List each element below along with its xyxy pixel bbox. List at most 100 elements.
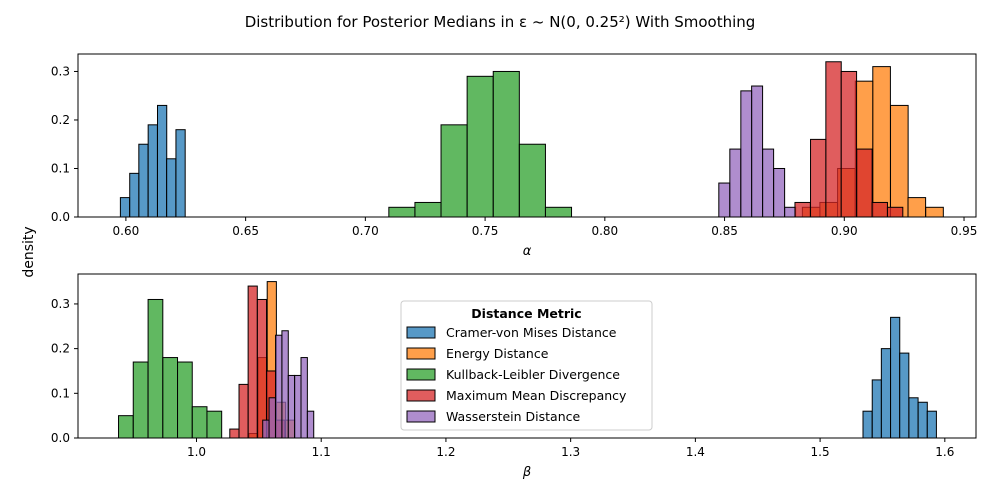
beta-bar-1-6 bbox=[917, 401, 928, 439]
beta-bar-3-1 bbox=[238, 383, 249, 439]
beta-bar-4-4 bbox=[287, 374, 296, 439]
beta-x-tick-label-6: 1.6 bbox=[935, 445, 954, 459]
legend-swatch-1 bbox=[406, 347, 436, 360]
beta-bar-0-3 bbox=[162, 357, 179, 439]
series-kullback-leibler-divergence bbox=[388, 70, 573, 218]
alpha-bar-2-5 bbox=[773, 167, 786, 218]
alpha-bar-0-4 bbox=[492, 70, 520, 218]
alpha-x-tick-label-4: 0.80 bbox=[591, 224, 618, 238]
alpha-bar-4-5 bbox=[871, 201, 888, 218]
shared-y-axis-label: density bbox=[21, 226, 37, 277]
alpha-x-axis-label: α bbox=[523, 244, 532, 259]
alpha-y-tick-label-2: 0.2 bbox=[51, 113, 70, 127]
alpha-x-tick-label-5: 0.85 bbox=[711, 224, 738, 238]
legend-entry-4: Wasserstein Distance bbox=[446, 409, 581, 424]
alpha-bar-1-0 bbox=[119, 197, 131, 218]
legend-entry-3: Maximum Mean Discrepancy bbox=[446, 388, 627, 403]
alpha-bar-2-1 bbox=[729, 148, 742, 218]
alpha-bar-0-6 bbox=[544, 206, 573, 218]
alpha-histogram-panel: 0.60 0.65 0.70 0.75 0.80 0.85 0.90 0.95 0.0 0.1 0.… bbox=[51, 53, 978, 259]
alpha-bar-1-3 bbox=[147, 124, 158, 218]
legend-swatch-3 bbox=[406, 389, 436, 402]
alpha-bar-2-2 bbox=[740, 90, 753, 218]
beta-y-tick-label-2: 0.2 bbox=[51, 342, 70, 356]
alpha-bar-1-5 bbox=[166, 158, 177, 218]
alpha-bar-0-1 bbox=[414, 201, 442, 218]
beta-bar-1-2 bbox=[880, 348, 892, 439]
alpha-bar-4-6 bbox=[886, 206, 904, 218]
alpha-y-tick-label-3: 0.3 bbox=[51, 64, 70, 78]
alpha-bar-1-4 bbox=[157, 104, 168, 218]
alpha-bar-2-4 bbox=[762, 148, 775, 218]
alpha-x-tick-label-7: 0.95 bbox=[951, 224, 978, 238]
series-kullback-leibler-divergence bbox=[118, 298, 223, 439]
alpha-bar-3-4 bbox=[872, 66, 891, 218]
beta-bar-4-7 bbox=[306, 410, 315, 439]
legend-box bbox=[400, 300, 653, 431]
beta-bar-3-3 bbox=[256, 298, 268, 439]
beta-x-tick-label-3: 1.3 bbox=[561, 445, 580, 459]
legend-swatch-4 bbox=[406, 410, 436, 423]
beta-bar-3-2 bbox=[247, 285, 258, 439]
series-cramer-von-mises-distance bbox=[119, 104, 186, 218]
beta-bar-3-0 bbox=[229, 428, 240, 439]
legend-title: Distance Metric bbox=[471, 306, 581, 321]
series-wasserstein-distance bbox=[262, 330, 315, 439]
alpha-bar-3-7 bbox=[925, 206, 944, 218]
legend-swatch-0 bbox=[406, 326, 436, 339]
beta-x-tick-label-4: 1.4 bbox=[686, 445, 705, 459]
legend-entry-2: Kullback-Leibler Divergence bbox=[446, 367, 620, 382]
beta-x-tick-label-2: 1.2 bbox=[436, 445, 455, 459]
beta-axes-frame bbox=[77, 273, 977, 439]
beta-bar-1-7 bbox=[926, 410, 937, 439]
alpha-bar-3-6 bbox=[907, 197, 927, 218]
alpha-bar-4-3 bbox=[840, 70, 858, 218]
alpha-axes-frame bbox=[77, 53, 977, 218]
beta-bar-1-5 bbox=[908, 397, 919, 439]
beta-x-tick-label-5: 1.5 bbox=[811, 445, 830, 459]
alpha-x-tick-label-1: 0.65 bbox=[232, 224, 259, 238]
alpha-bar-4-4 bbox=[856, 148, 873, 218]
legend-entry-1: Energy Distance bbox=[446, 346, 549, 361]
legend-swatch-2 bbox=[406, 368, 436, 381]
series-cramer-von-mises-distance bbox=[862, 316, 937, 439]
alpha-y-tick-label-1: 0.1 bbox=[51, 161, 70, 175]
alpha-bar-0-2 bbox=[440, 124, 468, 218]
alpha-bar-4-2 bbox=[825, 61, 842, 218]
beta-bar-1-1 bbox=[871, 379, 882, 439]
beta-y-tick-label-0: 0.0 bbox=[51, 431, 70, 445]
alpha-y-tick-label-0: 0.0 bbox=[51, 210, 70, 224]
beta-bar-1-3 bbox=[890, 316, 901, 439]
beta-bar-0-0 bbox=[118, 415, 134, 439]
beta-x-tick-label-0: 1.0 bbox=[187, 445, 206, 459]
beta-bar-1-4 bbox=[899, 352, 910, 439]
beta-x-axis-label: β bbox=[522, 465, 531, 480]
beta-bar-0-5 bbox=[191, 406, 208, 439]
series-wasserstein-distance bbox=[718, 85, 797, 218]
beta-bar-0-2 bbox=[147, 298, 164, 439]
alpha-x-tick-label-0: 0.60 bbox=[113, 224, 140, 238]
beta-histogram-panel: 1.0 1.1 1.2 1.3 1.4 1.5 1.6 0.0 0.1 0.2 0.3 β bbox=[51, 273, 977, 480]
alpha-bar-2-3 bbox=[751, 85, 764, 218]
beta-bar-4-0 bbox=[262, 419, 270, 439]
beta-y-tick-label-3: 0.3 bbox=[51, 297, 70, 311]
legend: Distance Metric Cramer-von Mises Distance… bbox=[400, 300, 653, 431]
alpha-bar-0-3 bbox=[466, 75, 494, 218]
alpha-bar-4-0 bbox=[794, 201, 811, 218]
alpha-x-tick-label-3: 0.75 bbox=[472, 224, 499, 238]
alpha-bar-0-5 bbox=[518, 143, 546, 218]
alpha-bar-3-5 bbox=[890, 104, 909, 218]
beta-bar-4-2 bbox=[275, 334, 283, 439]
beta-bar-0-1 bbox=[132, 361, 149, 439]
beta-bar-1-0 bbox=[862, 410, 873, 439]
beta-x-tick-label-1: 1.1 bbox=[312, 445, 331, 459]
beta-bar-0-6 bbox=[206, 410, 223, 439]
legend-entry-0: Cramer-von Mises Distance bbox=[446, 325, 617, 340]
beta-y-tick-label-1: 0.1 bbox=[51, 386, 70, 400]
figure-title: Distribution for Posterior Medians in ε … bbox=[245, 13, 756, 31]
beta-bar-4-1 bbox=[268, 397, 276, 439]
alpha-bar-1-1 bbox=[129, 172, 140, 218]
alpha-bar-1-6 bbox=[175, 129, 186, 218]
alpha-bar-0-0 bbox=[388, 206, 416, 218]
